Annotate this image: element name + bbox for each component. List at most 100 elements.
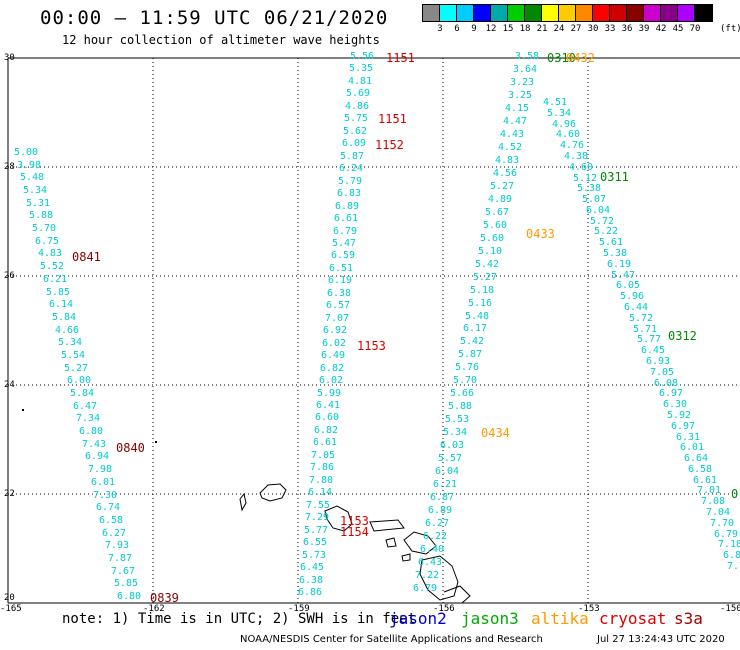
wave-height-value: 5.84 (52, 312, 77, 323)
legend-label: 12 (485, 24, 497, 34)
wave-height-value: 5.76 (455, 362, 480, 373)
wave-height-value: 4.52 (498, 142, 523, 153)
lanai-island (385, 537, 397, 548)
wave-height-value: 4.81 (348, 76, 373, 87)
satellite-cryosat: cryosat (599, 609, 667, 628)
wave-height-value: 5.47 (611, 270, 636, 281)
island-outlines (239, 483, 471, 604)
legend-label: 3 (437, 24, 443, 34)
small-islets (22, 409, 157, 443)
wave-height-value: 5.70 (453, 375, 478, 386)
legend-swatch (694, 4, 713, 22)
wave-height-value: 4.86 (345, 101, 370, 112)
wave-height-value: 5.60 (480, 233, 505, 244)
wave-height-value: 5.48 (465, 311, 490, 322)
wave-height-value: 4.89 (488, 194, 513, 205)
wave-height-value: 5.16 (468, 298, 493, 309)
legend-label: 18 (519, 24, 531, 34)
wave-height-value: 5.34 (58, 337, 83, 348)
wave-height-value: 6.01 (91, 477, 116, 488)
time-mark: 0433 (526, 227, 555, 241)
wave-height-value: 6.57 (326, 300, 351, 311)
footer-timestamp: Jul 27 13:24:43 UTC 2020 (597, 634, 725, 645)
wave-height-value: 6.17 (463, 323, 488, 334)
wave-height-value: 6.82 (314, 425, 339, 436)
wave-height-value: 6.61 (334, 213, 359, 224)
wave-height-value: 6.21 (433, 479, 458, 490)
wave-height-value: 7.08 (701, 496, 726, 507)
wave-height-value: 6.09 (342, 138, 367, 149)
wave-height-value: 6.80 (79, 426, 104, 437)
oahu-island (324, 505, 353, 532)
wave-height-value: 6.59 (331, 250, 356, 261)
wave-height-value: 6.47 (73, 401, 98, 412)
wave-height-value: 7.70 (710, 518, 735, 529)
time-mark: 0840 (116, 441, 145, 455)
wave-height-value: 5.31 (26, 198, 51, 209)
wave-height-value: 7.22 (415, 570, 440, 581)
wave-height-value: 4.38 (564, 151, 589, 162)
wave-height-value: 4.83 (38, 248, 63, 259)
wave-height-value: 6.94 (85, 451, 110, 462)
time-mark: 0312 (668, 329, 697, 343)
wave-height-value: 5.92 (667, 410, 692, 421)
islet-dot (22, 409, 24, 411)
wave-height-value: 6.60 (315, 412, 340, 423)
wave-height-value: 7.34 (76, 413, 101, 424)
wave-height-value: 7.05 (650, 367, 675, 378)
wave-height-value: 6.64 (684, 453, 709, 464)
wave-height-value: 7.98 (88, 464, 113, 475)
wave-height-value: 5.77 (304, 525, 329, 536)
legend-label: 33 (604, 24, 616, 34)
wave-height-value: 6.58 (99, 515, 124, 526)
wave-height-value: 6.27 (425, 518, 450, 529)
legend-label: 27 (570, 24, 582, 34)
wave-height-value: 6.31 (676, 432, 701, 443)
wave-height-value: 7.93 (105, 540, 130, 551)
wave-height-value: 6.89 (335, 201, 360, 212)
wave-height-value: 6.97 (671, 421, 696, 432)
wave-height-value: 3.58 (515, 51, 540, 62)
lon-label: -153 (578, 604, 600, 614)
wave-height-value: 4.96 (552, 119, 577, 130)
kauai-island (259, 483, 287, 502)
wave-height-value: 5.62 (343, 126, 368, 137)
wave-height-value: 7.18 (718, 539, 740, 550)
wave-height-value: 5.61 (599, 237, 624, 248)
wave-height-value: 6.24 (339, 163, 364, 174)
wave-height-value: 6.83 (337, 188, 362, 199)
wave-height-value: 5.57 (438, 453, 463, 464)
wave-height-value: 6.30 (663, 399, 688, 410)
wave-height-value: 6.79 (714, 529, 739, 540)
wave-height-value: 6.41 (316, 400, 341, 411)
lat-label: 22 (4, 489, 15, 499)
wave-height-value: 4.66 (55, 325, 80, 336)
wave-height-value: 5.27 (490, 181, 515, 192)
time-mark: 0839 (150, 591, 179, 605)
legend-label: 6 (454, 24, 460, 34)
wave-height-value: 6.97 (659, 388, 684, 399)
time-mark: 1153 (357, 339, 386, 353)
wave-height-value: 5.47 (332, 238, 357, 249)
wave-height-value: 7.43 (82, 439, 107, 450)
hawaii-island (419, 555, 459, 601)
wave-height-value: 6.38 (299, 575, 324, 586)
time-mark: 1151 (386, 51, 415, 65)
wave-height-value: 5.60 (483, 220, 508, 231)
time-mark: 0310 (547, 51, 576, 65)
wave-height-value: 4.60 (569, 162, 594, 173)
legend-unit: (ft) (720, 24, 740, 34)
time-mark: 1153 (340, 514, 369, 528)
wave-height-value: 6.49 (321, 350, 346, 361)
satellite-s3a: s3a (674, 609, 703, 628)
wave-height-value: 4.60 (556, 129, 581, 140)
wave-height-value: 5.88 (29, 210, 54, 221)
wave-height-value: 5.53 (445, 414, 470, 425)
wave-height-value: 7.7 (727, 561, 740, 572)
lon-label: -156 (433, 604, 455, 614)
wave-height-value: 6.08 (654, 378, 679, 389)
wave-height-value: 5.22 (594, 226, 619, 237)
wave-height-value: 6.04 (435, 466, 460, 477)
wave-height-value: 5.27 (64, 363, 89, 374)
lat-label: 26 (4, 271, 15, 281)
